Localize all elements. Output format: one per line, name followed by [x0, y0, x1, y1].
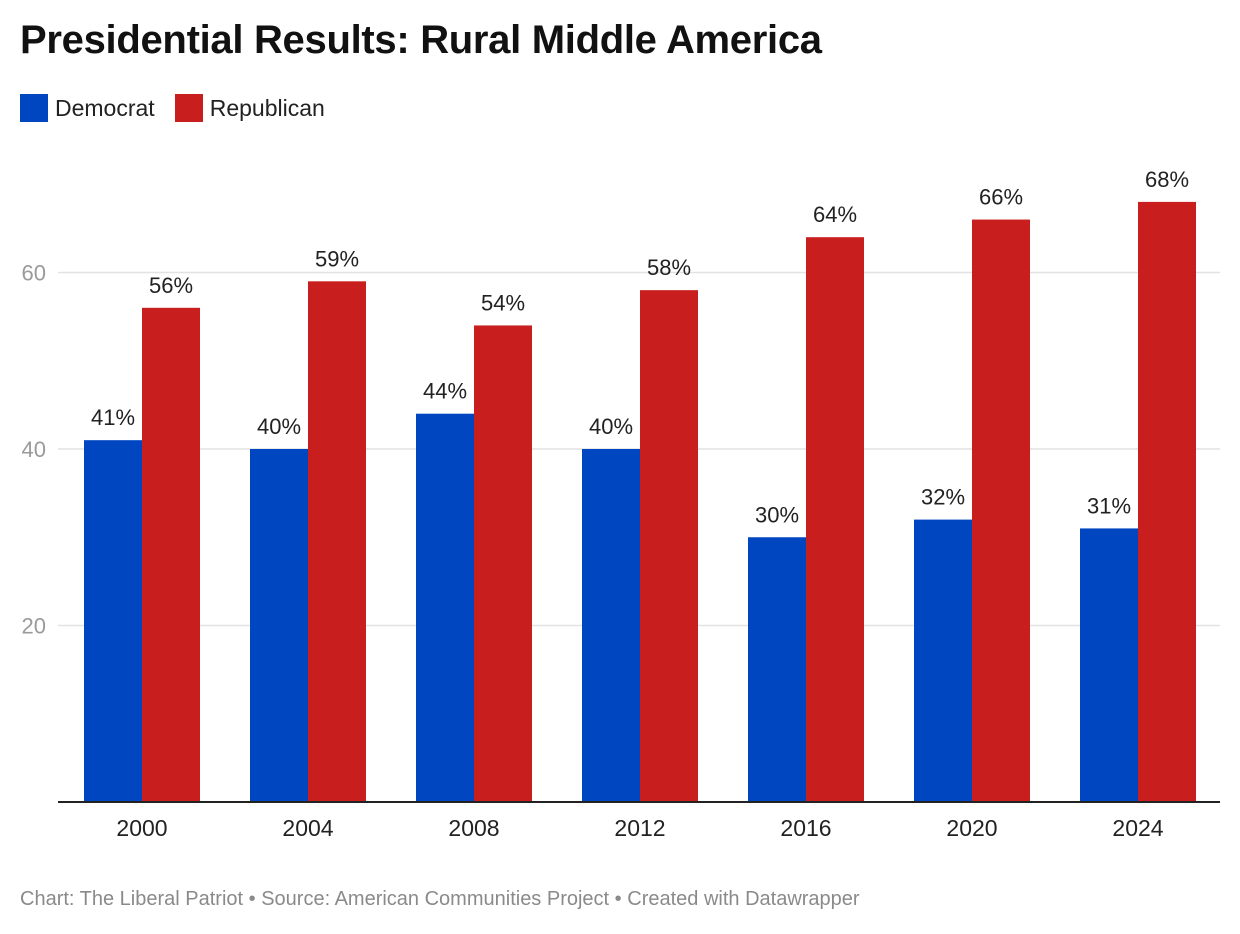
bar-republican-2016 — [806, 237, 864, 802]
bar-republican-2012 — [640, 290, 698, 802]
data-label-democrat-2004: 40% — [257, 414, 301, 439]
x-tick-label: 2016 — [780, 815, 831, 841]
bar-republican-2008 — [474, 325, 532, 802]
bar-democrat-2024 — [1080, 528, 1138, 802]
footer-separator: • — [609, 888, 628, 910]
x-tick-label: 2012 — [614, 815, 665, 841]
bar-republican-2000 — [142, 307, 200, 802]
data-label-democrat-2008: 44% — [423, 379, 467, 404]
data-label-republican-2008: 54% — [481, 290, 525, 315]
data-label-republican-2012: 58% — [647, 255, 691, 280]
x-tick-label: 2000 — [116, 815, 167, 841]
chart-footer: Chart: The Liberal Patriot • Source: Ame… — [20, 888, 860, 911]
bar-democrat-2020 — [914, 519, 972, 802]
footer-tool: Created with Datawrapper — [627, 888, 860, 910]
x-tick-label: 2004 — [282, 815, 333, 841]
legend: Democrat Republican — [20, 94, 345, 122]
bar-republican-2004 — [308, 281, 366, 802]
x-tick-label: 2008 — [448, 815, 499, 841]
legend-item-democrat: Democrat — [20, 94, 155, 122]
data-label-democrat-2020: 32% — [921, 485, 965, 510]
legend-label-democrat: Democrat — [55, 94, 155, 121]
bar-democrat-2004 — [250, 449, 308, 802]
bar-chart: 20 40 60 41% 56% 2000 40% 59% 2004 44% 54% 2008 40% 5… — [22, 167, 1220, 841]
data-label-democrat-2016: 30% — [755, 502, 799, 527]
legend-item-republican: Republican — [174, 94, 325, 122]
x-tick-label: 2020 — [946, 815, 997, 841]
y-tick-label: 60 — [22, 261, 46, 286]
footer-source: Source: American Communities Project — [261, 888, 610, 910]
bar-republican-2024 — [1138, 201, 1196, 802]
bar-democrat-2016 — [748, 537, 806, 802]
bar-democrat-2008 — [416, 413, 474, 802]
data-label-republican-2024: 68% — [1145, 167, 1189, 192]
footer-separator: • — [243, 888, 262, 910]
legend-swatch-republican — [174, 94, 203, 122]
data-label-republican-2020: 66% — [979, 185, 1023, 210]
legend-swatch-democrat — [20, 94, 48, 122]
data-label-republican-2016: 64% — [813, 202, 857, 227]
chart-title: Presidential Results: Rural Middle Ameri… — [20, 18, 822, 62]
data-label-republican-2000: 56% — [149, 273, 193, 298]
bar-republican-2020 — [972, 219, 1030, 803]
data-label-republican-2004: 59% — [315, 246, 359, 271]
legend-label-republican: Republican — [209, 94, 325, 121]
x-tick-label: 2024 — [1112, 815, 1163, 841]
data-label-democrat-2000: 41% — [91, 405, 135, 430]
data-label-democrat-2024: 31% — [1087, 493, 1131, 518]
footer-credit: Chart: The Liberal Patriot — [20, 888, 244, 910]
bar-democrat-2000 — [84, 440, 142, 802]
y-tick-label: 40 — [22, 437, 46, 462]
y-tick-label: 20 — [22, 614, 46, 639]
bar-democrat-2012 — [582, 449, 640, 802]
data-label-democrat-2012: 40% — [589, 414, 633, 439]
